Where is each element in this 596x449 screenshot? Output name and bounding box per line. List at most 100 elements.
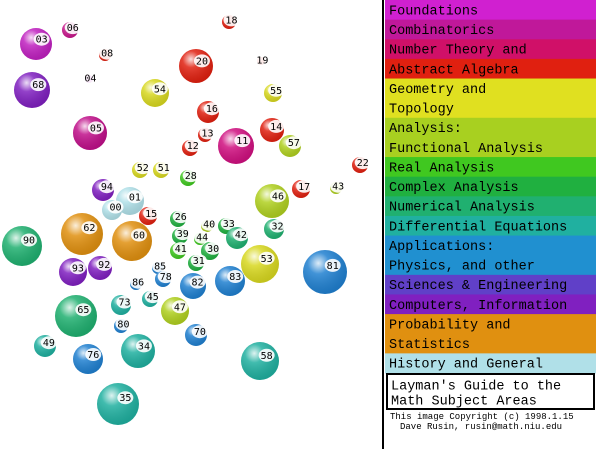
node-label: 00 (109, 203, 121, 214)
node-label: 28 (185, 171, 197, 182)
label-bg (268, 83, 285, 97)
label-bg (40, 336, 57, 350)
node-label: 94 (101, 182, 113, 193)
sphere-shine (55, 295, 97, 337)
node-label: 81 (327, 261, 339, 272)
node-label: 19 (256, 55, 268, 66)
label-bg (184, 139, 201, 153)
label-bg (203, 102, 220, 116)
label-bg (107, 200, 124, 214)
legend-label: Computers, Information (389, 299, 567, 314)
node-label: 14 (270, 122, 282, 133)
legend-swatch (385, 294, 596, 315)
title-line: Math Subject Areas (391, 395, 537, 410)
label-bg (98, 180, 115, 194)
label-bg (144, 290, 161, 304)
node-label: 45 (147, 292, 159, 303)
label-bg (285, 136, 302, 150)
label-bg (30, 78, 47, 92)
sphere-shine (97, 383, 139, 425)
label-bg (134, 161, 151, 175)
node-label: 54 (154, 84, 166, 95)
node-label: 68 (32, 80, 44, 91)
legend-label: Probability and (389, 318, 511, 333)
node-label: 52 (137, 163, 149, 174)
legend-label: Differential Equations (389, 220, 567, 235)
node-label: 62 (83, 223, 95, 234)
node-label: 12 (187, 141, 199, 152)
label-bg (172, 242, 189, 256)
label-bg (189, 275, 206, 289)
label-bg (172, 210, 189, 224)
legend-swatch (385, 19, 596, 40)
label-bg (33, 32, 50, 46)
label-bg (117, 391, 134, 405)
legend-swatch (385, 255, 596, 276)
label-bg (268, 119, 285, 133)
label-bg (130, 275, 147, 289)
label-bg (201, 217, 218, 231)
label-bg (21, 233, 37, 247)
node-label: 17 (298, 182, 310, 193)
label-bg (85, 348, 102, 361)
label-bg (75, 303, 92, 317)
label-bg (258, 251, 275, 265)
node-label: 04 (84, 73, 96, 84)
label-bg (155, 161, 172, 175)
node-label: 08 (101, 49, 113, 60)
node-label: 70 (194, 327, 206, 338)
legend-label: Foundations (389, 4, 478, 19)
label-bg (115, 317, 132, 331)
legend-swatch (385, 274, 596, 295)
legend-swatch (385, 157, 596, 178)
label-bg (64, 21, 81, 35)
node-label: 18 (225, 15, 237, 26)
label-bg (69, 261, 86, 275)
node-label: 05 (90, 123, 102, 134)
node-label: 93 (72, 263, 84, 274)
node-label: 32 (271, 222, 283, 233)
label-bg (151, 82, 168, 96)
legend-swatch (385, 58, 596, 80)
node-label: 83 (229, 272, 241, 283)
node-label: 60 (133, 231, 145, 242)
label-bg (116, 295, 133, 309)
legend-label: Functional Analysis (389, 142, 543, 157)
label-bg (81, 221, 98, 235)
legend-swatch (385, 39, 596, 60)
node-label: 39 (177, 229, 189, 240)
node-label: 86 (132, 278, 144, 289)
label-bg (269, 219, 286, 233)
legend-label: Abstract Algebra (389, 63, 519, 78)
label-bg (87, 121, 104, 135)
label-bg (194, 230, 211, 244)
label-bg (254, 53, 271, 67)
label-bg (354, 156, 371, 170)
node-label: 47 (174, 302, 186, 313)
legend-swatch (385, 78, 596, 99)
legend-swatch (385, 176, 596, 197)
node-label: 33 (223, 219, 235, 230)
sphere-shine (61, 213, 103, 255)
legend-label: Physics, and other (389, 260, 535, 275)
node-label: 92 (98, 260, 110, 271)
node-label: 57 (288, 138, 300, 149)
node-label: 11 (236, 136, 248, 147)
node-label: 26 (175, 212, 187, 223)
legend-label: Complex Analysis (389, 181, 519, 196)
legend-label: Analysis: (389, 122, 462, 137)
legend-swatch (385, 0, 596, 21)
label-bg (157, 270, 174, 284)
node-label: 85 (154, 262, 166, 273)
label-bg (191, 325, 208, 339)
node-label: 53 (261, 254, 273, 265)
node-label: 82 (192, 278, 204, 289)
legend-swatch (385, 196, 596, 217)
legend-label: Number Theory and (389, 44, 527, 59)
label-bg (174, 227, 191, 241)
copyright-line: Dave Rusin, rusin@math.niu.edu (400, 422, 562, 432)
label-bg (232, 228, 249, 242)
title-line: Layman's Guide to the (391, 380, 561, 395)
